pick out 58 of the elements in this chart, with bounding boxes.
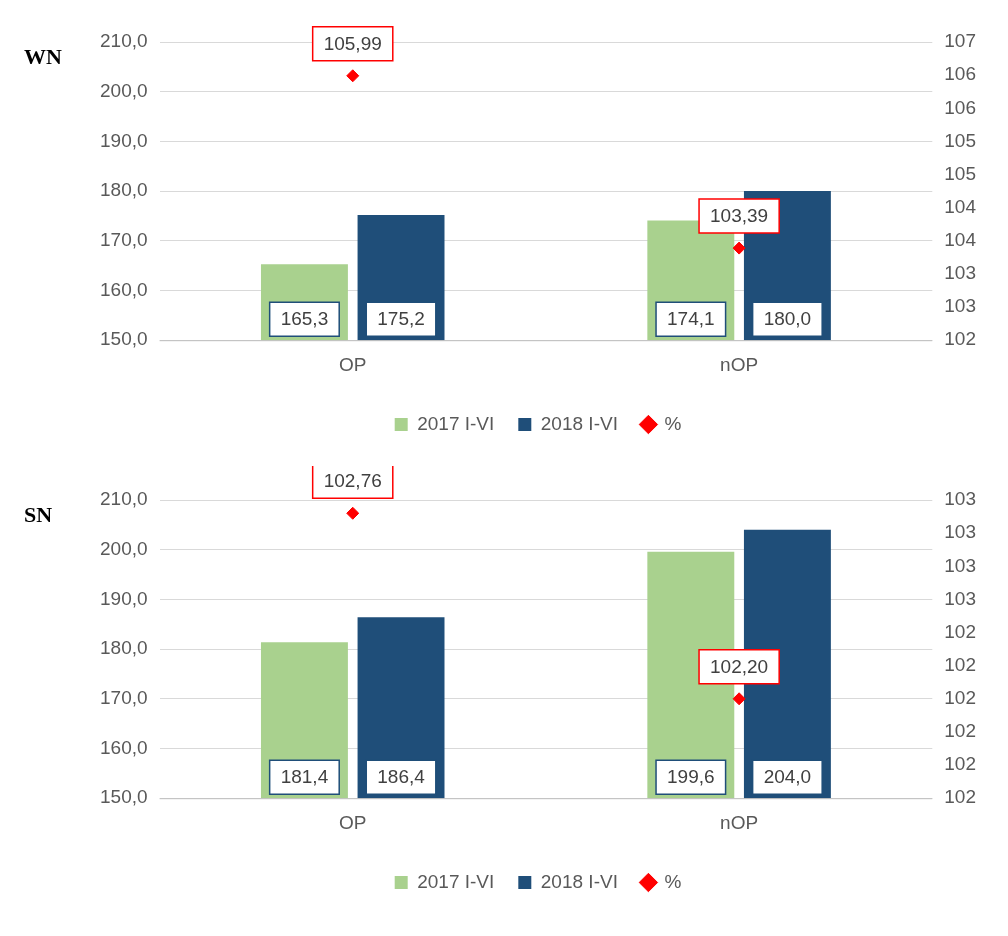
y-tick-label: 160,0: [100, 278, 148, 300]
legend-label: %: [664, 412, 682, 434]
y2-tick-label: 102: [944, 328, 976, 350]
y-tick-label: 160,0: [100, 736, 148, 758]
legend-label: 2017 I-VI: [417, 412, 495, 434]
y2-tick-label: 103: [944, 521, 976, 543]
x-tick-label: OP: [339, 353, 367, 375]
data-label: 180,0: [763, 308, 812, 330]
legend-label: %: [664, 870, 682, 892]
x-tick-label: OP: [339, 811, 367, 833]
y2-tick-label: 102: [944, 687, 976, 709]
data-label: 165,3: [280, 308, 329, 330]
y-tick-label: 150,0: [100, 328, 148, 350]
y2-tick-label: 102: [944, 620, 976, 642]
data-label: 186,4: [377, 766, 426, 788]
data-label: 105,99: [323, 33, 382, 55]
x-tick-label: nOP: [720, 811, 759, 833]
y2-tick-label: 105: [944, 129, 976, 151]
y-tick-label: 200,0: [100, 79, 148, 101]
y-tick-label: 200,0: [100, 537, 148, 559]
y2-tick-label: 107: [944, 30, 976, 52]
y2-tick-label: 102: [944, 653, 976, 675]
y-tick-label: 170,0: [100, 229, 148, 251]
y2-tick-label: 106: [944, 96, 976, 118]
legend-label: 2018 I-VI: [540, 412, 618, 434]
legend-label: 2017 I-VI: [417, 870, 495, 892]
y2-tick-label: 103: [944, 554, 976, 576]
data-label: 102,20: [710, 656, 769, 678]
y2-tick-label: 106: [944, 63, 976, 85]
y2-tick-label: 104: [944, 195, 977, 217]
y2-tick-label: 102: [944, 786, 976, 808]
y-tick-label: 180,0: [100, 637, 148, 659]
chart-title: WN: [24, 44, 62, 70]
x-tick-label: nOP: [720, 353, 759, 375]
legend-label: 2018 I-VI: [540, 870, 618, 892]
y-tick-label: 150,0: [100, 786, 148, 808]
y2-tick-label: 102: [944, 720, 976, 742]
y-tick-label: 190,0: [100, 587, 148, 609]
y2-tick-label: 104: [944, 229, 977, 251]
data-label: 199,6: [667, 766, 715, 788]
y-tick-label: 170,0: [100, 687, 148, 709]
data-label: 174,1: [667, 308, 715, 330]
chart-title: SN: [24, 502, 53, 528]
data-label: 103,39: [710, 205, 769, 227]
y2-tick-label: 103: [944, 295, 976, 317]
y-tick-label: 190,0: [100, 129, 148, 151]
data-label: 204,0: [763, 766, 812, 788]
y-tick-label: 180,0: [100, 179, 148, 201]
data-label: 175,2: [377, 308, 425, 330]
y-tick-label: 210,0: [100, 488, 148, 510]
y2-tick-label: 105: [944, 162, 976, 184]
data-label: 102,76: [323, 470, 382, 492]
y2-tick-label: 102: [944, 753, 976, 775]
data-label: 181,4: [280, 766, 329, 788]
y2-tick-label: 103: [944, 587, 976, 609]
y2-tick-label: 103: [944, 262, 976, 284]
y-tick-label: 210,0: [100, 30, 148, 52]
y2-tick-label: 103: [944, 488, 976, 510]
